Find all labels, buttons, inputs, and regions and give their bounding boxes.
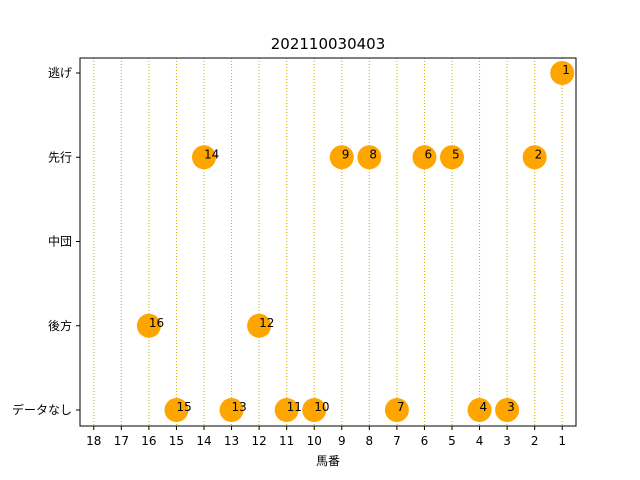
data-point-label: 12	[259, 316, 274, 330]
data-point-marker	[247, 313, 272, 338]
y-tick-label: データなし	[12, 402, 72, 417]
data-point-marker	[412, 145, 437, 170]
x-axis-label: 馬番	[316, 454, 340, 468]
data-point-marker	[440, 145, 464, 170]
x-tick-label: 11	[279, 434, 294, 448]
x-tick-label: 8	[366, 434, 374, 448]
data-point-marker	[467, 398, 492, 422]
data-point-marker	[495, 398, 520, 422]
x-tick-label: 12	[251, 434, 266, 448]
y-tick-label: 後方	[48, 318, 72, 333]
x-tick-label: 1	[558, 434, 566, 448]
x-tick-label: 15	[169, 434, 184, 448]
data-point-label: 7	[397, 400, 405, 414]
data-point-label: 15	[176, 400, 191, 414]
x-tick-label: 2	[531, 434, 539, 448]
x-tick-label: 4	[476, 434, 484, 448]
data-point-label: 3	[507, 400, 515, 414]
x-tick-label: 5	[448, 434, 456, 448]
y-tick-label: 逃げ	[48, 66, 72, 80]
x-tick-label: 13	[224, 434, 239, 448]
data-point-label: 6	[424, 147, 432, 161]
data-point-label: 10	[314, 400, 329, 414]
x-tick-label: 3	[503, 434, 511, 448]
grid-lines	[93, 58, 563, 426]
data-point-marker	[302, 398, 327, 422]
data-point-label: 11	[287, 400, 302, 414]
data-point-marker	[274, 398, 299, 422]
data-point-marker	[329, 145, 354, 170]
data-point-marker	[219, 398, 244, 422]
data-point-marker	[550, 61, 575, 85]
x-tick-label: 18	[86, 434, 101, 448]
x-tick-label: 10	[307, 434, 322, 448]
x-tick-label: 16	[141, 434, 156, 448]
data-point-label: 16	[149, 316, 164, 330]
data-point-label: 9	[342, 147, 350, 161]
x-tick-label: 17	[114, 434, 129, 448]
data-point-marker	[384, 398, 409, 422]
data-point-label: 13	[232, 400, 247, 414]
data-point-marker	[164, 398, 189, 422]
data-point-label: 1	[562, 63, 570, 77]
data-point-label: 8	[369, 147, 377, 161]
data-point-label: 14	[204, 147, 219, 161]
x-tick-label: 6	[421, 434, 429, 448]
data-point-marker	[136, 313, 161, 338]
x-tick-label: 9	[338, 434, 346, 448]
y-tick-label: 中団	[48, 234, 72, 249]
data-point-marker	[192, 145, 216, 170]
x-tick-label: 14	[196, 434, 211, 448]
data-point-label: 2	[535, 147, 543, 161]
data-point-label: 4	[480, 400, 488, 414]
data-point-marker	[357, 145, 382, 170]
x-axis-ticks: 18 17 16 15 14 13 12 11 10 9 8 7 6 5 4 3 2 1	[86, 426, 566, 448]
chart-title: 202110030403	[271, 35, 386, 53]
data-point-label: 5	[452, 147, 460, 161]
x-tick-label: 7	[393, 434, 401, 448]
data-point-marker	[522, 145, 547, 170]
y-tick-label: 先行	[48, 150, 72, 164]
